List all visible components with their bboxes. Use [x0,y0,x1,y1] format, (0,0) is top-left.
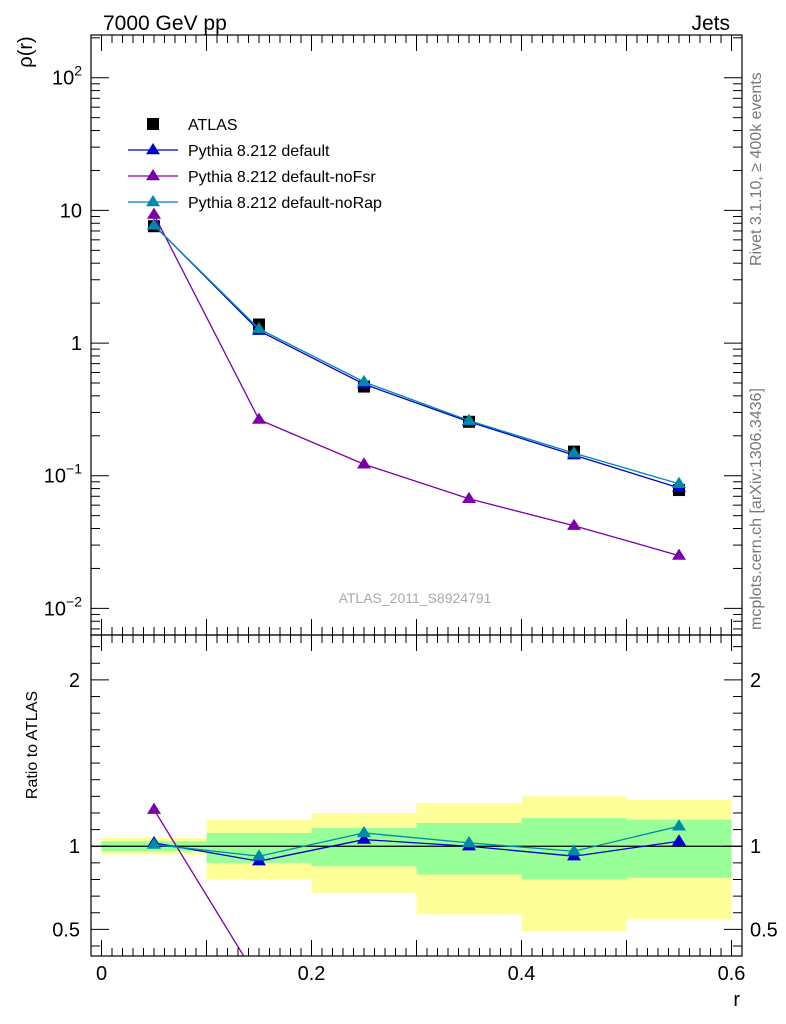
main-y-tick-label-4: 102 [52,63,82,90]
main-series-1 [147,218,686,493]
x-tick-label-2: 0.4 [508,963,536,985]
legend-marker-2 [146,169,160,181]
x-tick-label-0: 0 [96,963,107,985]
legend-marker-3 [146,195,160,207]
ratio-point-s2-5 [672,819,686,831]
ratio-point-s2-4 [567,844,581,856]
main-y-tick-label-1: 10−1 [44,461,82,488]
main-point-s3-0 [147,218,161,230]
ratio-point-s2-0 [147,837,161,849]
ratio-y-tick-label-right-1: 1 [750,836,761,858]
analysis-id-label: ATLAS_2011_S8924791 [339,590,492,606]
main-point-s2-5 [672,548,686,560]
ratio-series-line-1 [153,809,245,956]
x-tick-label-3: 0.6 [718,963,746,985]
ratio-point-s2-2 [357,825,371,838]
legend: ATLAS Pythia 8.212 default Pythia 8.212 de… [128,117,382,212]
main-series-0 [148,220,685,497]
main-point-s3-1 [252,321,266,334]
ratio-series-line-0 [153,838,680,862]
main-point-s2-4 [567,518,581,530]
rivet-version-label: Rivet 3.1.10, ≥ 400k events [748,72,765,266]
main-point-s2-2 [357,457,371,469]
main-series-line-3 [153,224,680,485]
main-point-s2-0 [147,207,161,219]
legend-label-2: Pythia 8.212 default-noFsr [188,169,376,186]
main-y-tick-label-0: 10−2 [44,593,82,620]
main-point-s3-4 [567,446,581,458]
ratio-point-s0-5 [672,834,686,846]
legend-marker-1 [146,143,160,155]
main-point-s3-2 [357,374,371,387]
main-point-s3-5 [672,476,686,488]
ratio-series-line-2 [153,825,680,857]
ratio-y-axis-title: Ratio to ATLAS [24,691,41,799]
ratio-plot-axes: 0 0.2 0.4 0.60.5 0.51 12 2 [52,635,778,985]
main-series-2 [147,207,686,560]
main-point-s2-1 [252,412,266,424]
main-y-tick-exponent: 2 [74,63,82,79]
ratio-uncertainty-bands [91,796,742,932]
legend-label-0: ATLAS [188,117,238,134]
x-axis-title: r [733,989,740,1011]
main-plot-marks [147,207,686,560]
main-point-s3-3 [462,413,476,425]
main-y-tick-label-3: 10 [60,200,82,222]
legend-label-1: Pythia 8.212 default [188,143,330,160]
ratio-plot-panel: 0 0.2 0.4 0.60.5 0.51 12 2 Ratio to ATLAS r [24,634,778,1011]
ratio-series-2 [147,819,686,861]
main-series-line-2 [153,214,680,557]
main-y-tick-exponent: −1 [66,461,82,477]
ratio-y-tick-label-0: 0.5 [52,919,80,941]
ratio-y-tick-label-right-0: 0.5 [750,919,778,941]
ratio-point-s0-2 [357,832,371,844]
ratio-point-s2-3 [462,835,476,848]
ratio-point-s1-0 [147,802,161,814]
main-y-axis-title: ρ(r) [15,36,37,67]
main-plot-axes: 10−2 10−1 1 10 102 [44,35,742,635]
ratio-plot-marks [147,802,686,956]
header-process: 7000 GeV pp [103,12,227,35]
ratio-series-1 [147,802,245,956]
ratio-point-s2-1 [252,849,266,861]
ratio-y-tick-label-right-2: 2 [750,670,761,692]
legend-label-3: Pythia 8.212 default-noRap [188,195,382,212]
ratio-y-tick-label-1: 1 [69,836,80,858]
main-point-s2-3 [462,491,476,503]
main-series-3 [147,218,686,488]
header-category: Jets [691,12,730,35]
x-tick-label-1: 0.2 [298,963,326,985]
main-y-tick-label-2: 1 [71,333,82,355]
legend-marker-0 [147,118,159,130]
main-series-line-1 [153,224,680,489]
ratio-y-tick-label-2: 2 [69,670,80,692]
main-y-tick-exponent: −2 [66,593,82,609]
mcplots-label: mcplots.cern.ch [arXiv:1306.3436] [748,388,765,630]
